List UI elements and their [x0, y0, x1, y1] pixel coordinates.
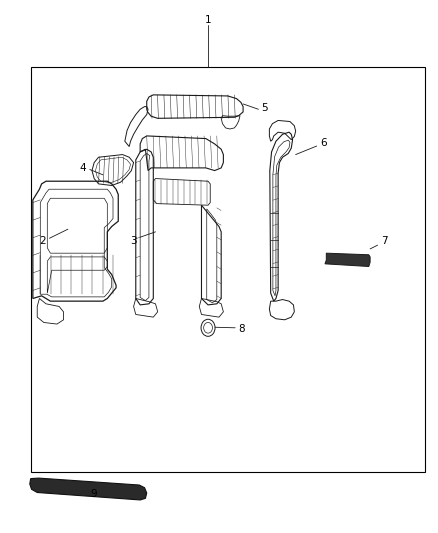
- Polygon shape: [30, 478, 147, 500]
- Polygon shape: [325, 253, 370, 266]
- Text: 4: 4: [80, 163, 87, 173]
- Text: 7: 7: [381, 236, 388, 246]
- Text: 5: 5: [261, 103, 268, 112]
- Text: 8: 8: [238, 324, 245, 334]
- Bar: [31, 67, 425, 472]
- Text: 3: 3: [130, 236, 137, 246]
- Text: 6: 6: [320, 138, 327, 148]
- Text: 9: 9: [90, 489, 97, 499]
- Text: 1: 1: [205, 15, 212, 25]
- Text: 2: 2: [39, 236, 46, 246]
